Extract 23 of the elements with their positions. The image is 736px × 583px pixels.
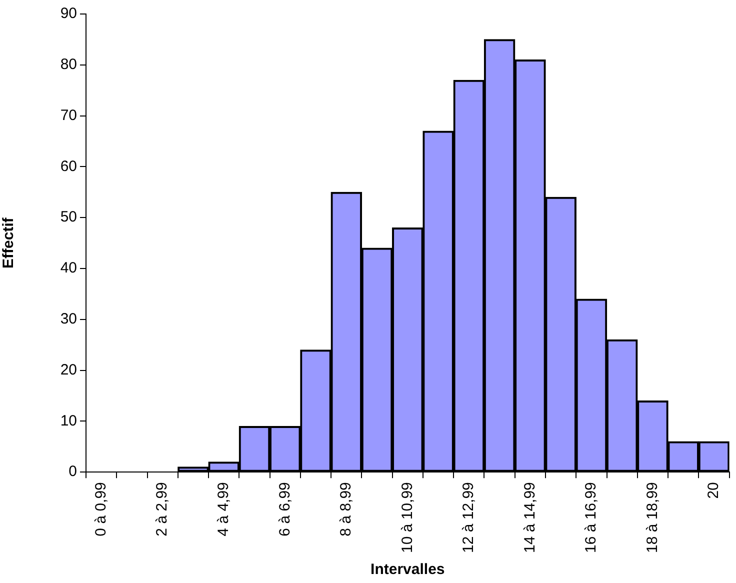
- y-axis-title: Effectif: [0, 216, 18, 268]
- x-tick-label: 10 à 10,99: [398, 482, 416, 554]
- x-tick-label: 2 à 2,99: [154, 482, 171, 536]
- x-axis-title: Intervalles: [370, 561, 445, 578]
- y-tick-label: 60: [60, 158, 77, 175]
- x-tick-label: 6 à 6,99: [276, 482, 294, 536]
- y-tick-label: 40: [60, 260, 77, 277]
- x-tick-label: 0 à 0,99: [92, 482, 110, 536]
- y-tick-label: 50: [60, 208, 77, 226]
- y-tick-label: 20: [60, 361, 77, 378]
- y-tick-label: 0: [68, 463, 77, 480]
- x-tick-label: 4 à 4,99: [214, 482, 232, 536]
- y-tick-label: 80: [60, 56, 77, 74]
- x-tick-label: 18 à 18,99: [644, 482, 661, 554]
- x-tick-label: 14 à 14,99: [521, 482, 538, 554]
- y-tick-label: 70: [60, 106, 77, 124]
- x-tick-label: 16 à 16,99: [582, 482, 600, 554]
- x-tick-label: 20: [705, 482, 722, 499]
- x-tick-label: 12 à 12,99: [460, 482, 478, 554]
- y-tick-label: 30: [60, 310, 77, 328]
- y-tick-label: 10: [60, 412, 77, 430]
- y-tick-label: 90: [60, 5, 77, 22]
- x-tick-label: 8 à 8,99: [338, 482, 355, 536]
